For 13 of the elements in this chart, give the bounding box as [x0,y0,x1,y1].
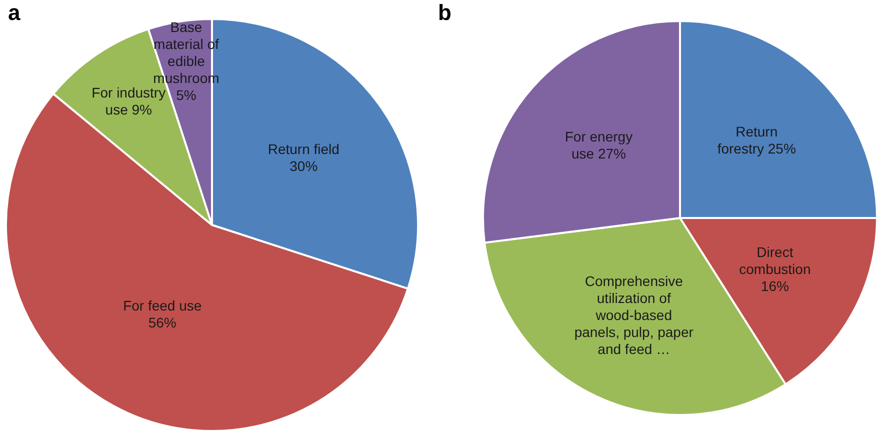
chart-title: b [438,0,452,26]
slice-label: For feed use [123,298,202,314]
data-label: 30% [290,158,318,174]
data-label: 16% [760,278,789,294]
chart-title: a [8,0,20,26]
slice-label: Return field [268,140,340,157]
slice-label: Direct combustion [739,244,811,278]
slice-label: Comprehensive utilization of wood-based panels, pulp, paper and feed … [574,272,694,357]
slice-label: Return forestry 25% [717,124,796,157]
slice-label: For industry use 9% [92,84,166,118]
slice-label: For energy use 27% [564,128,633,162]
data-label: 56% [148,314,176,331]
data-label: 5% [176,87,196,104]
